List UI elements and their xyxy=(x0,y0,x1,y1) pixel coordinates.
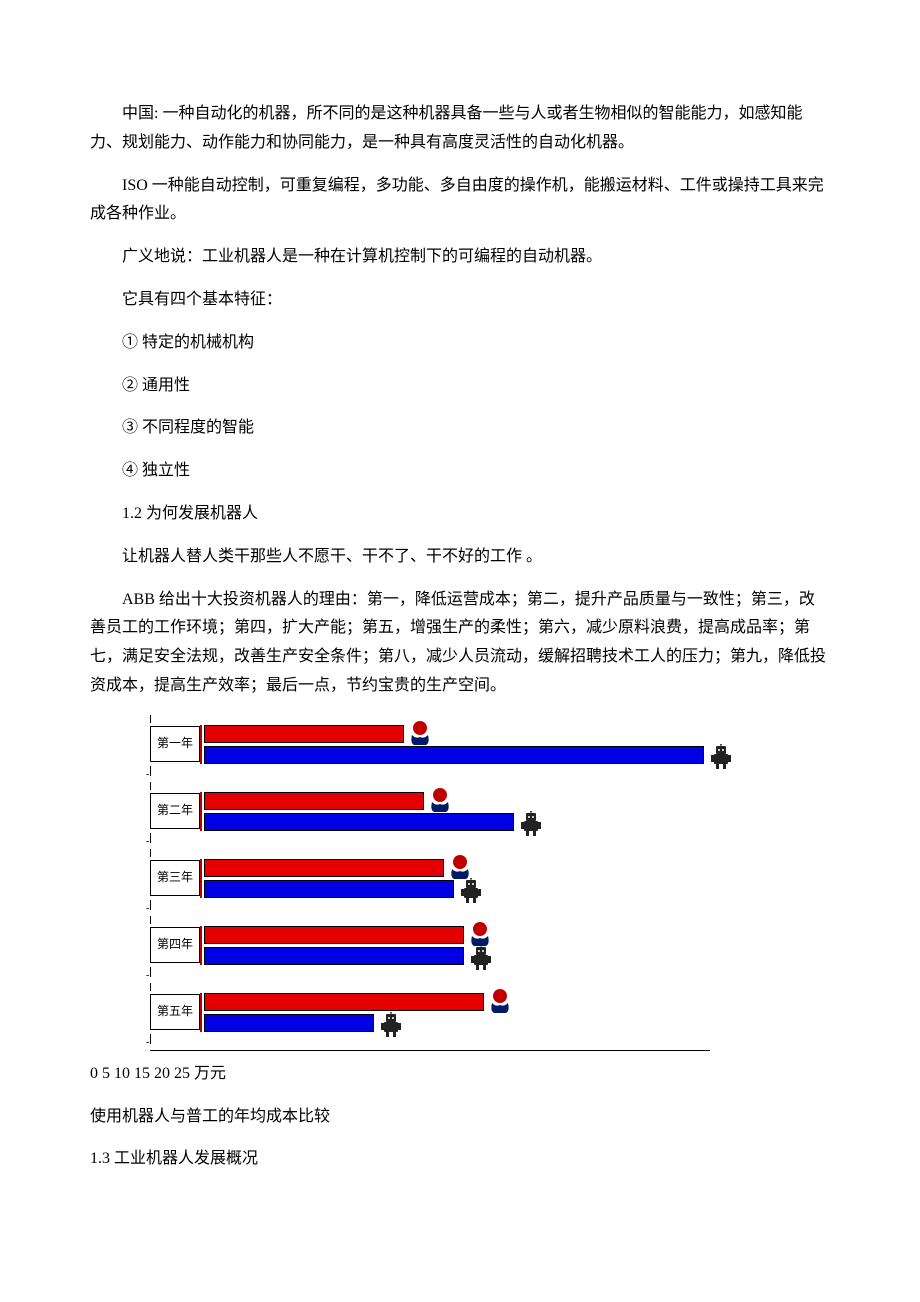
paragraph: 广义地说：工业机器人是一种在计算机控制下的可编程的自动机器。 xyxy=(90,243,830,272)
chart-axis-label: 0 5 10 15 20 25 万元 xyxy=(90,1060,830,1089)
paragraph: 它具有四个基本特征： xyxy=(90,286,830,315)
chart-year-group: 第四年- xyxy=(150,916,710,977)
cost-comparison-chart: 第一年-第二年-第三年-第四年-第五年- xyxy=(150,715,710,1052)
chart-bar-robot xyxy=(204,1014,374,1032)
paragraph: ISO 一种能自动控制，可重复编程，多功能、多自由度的操作机，能搬运材料、工件或… xyxy=(90,172,830,230)
robot-icon xyxy=(708,744,734,770)
paragraph: ABB 给出十大投资机器人的理由：第一，降低运营成本；第二，提升产品质量与一致性… xyxy=(90,586,830,701)
chart-year-label: 第二年 xyxy=(150,793,200,829)
chart-bar-robot xyxy=(204,947,464,965)
chart-baseline xyxy=(150,1050,710,1052)
chart-bar-human xyxy=(204,859,444,877)
chart-bar-robot xyxy=(204,746,704,764)
section-heading: 1.2 为何发展机器人 xyxy=(90,500,830,529)
human-icon xyxy=(488,989,514,1015)
chart-bar-robot xyxy=(204,813,514,831)
paragraph: 让机器人替人类干那些人不愿干、干不了、干不好的工作 。 xyxy=(90,543,830,572)
chart-year-label: 第五年 xyxy=(150,994,200,1030)
chart-year-label: 第一年 xyxy=(150,726,200,762)
chart-bar-human xyxy=(204,792,424,810)
document-page: 中国: 一种自动化的机器，所不同的是这种机器具备一些与人或者生物相似的智能能力，… xyxy=(0,0,920,1248)
chart-caption: 使用机器人与普工的年均成本比较 xyxy=(90,1103,830,1132)
human-icon xyxy=(428,788,454,814)
list-item: ④ 独立性 xyxy=(90,457,830,486)
list-item: ① 特定的机械机构 xyxy=(90,329,830,358)
chart-year-label: 第四年 xyxy=(150,927,200,963)
section-heading: 1.3 工业机器人发展概况 xyxy=(90,1145,830,1174)
chart-bar-robot xyxy=(204,880,454,898)
paragraph: 中国: 一种自动化的机器，所不同的是这种机器具备一些与人或者生物相似的智能能力，… xyxy=(90,100,830,158)
list-item: ③ 不同程度的智能 xyxy=(90,414,830,443)
chart-bar-human xyxy=(204,926,464,944)
list-item: ② 通用性 xyxy=(90,372,830,401)
chart-bar-human xyxy=(204,725,404,743)
chart-year-group: 第三年- xyxy=(150,849,710,910)
chart-year-group: 第二年- xyxy=(150,782,710,843)
chart-year-label: 第三年 xyxy=(150,860,200,896)
chart-year-group: 第五年- xyxy=(150,983,710,1044)
chart-bar-human xyxy=(204,993,484,1011)
human-icon xyxy=(408,721,434,747)
chart-year-group: 第一年- xyxy=(150,715,710,776)
